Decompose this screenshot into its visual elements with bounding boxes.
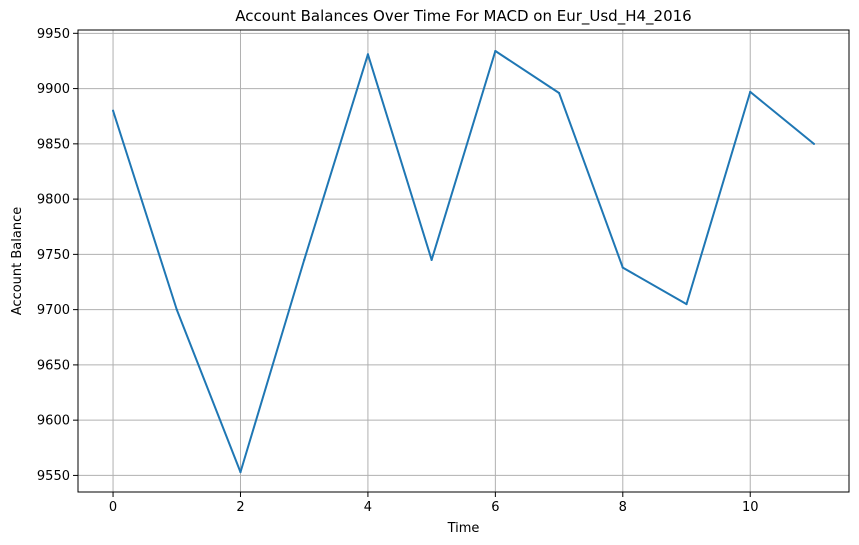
x-tick-label: 0	[109, 500, 117, 515]
data-point	[112, 110, 114, 112]
y-tick-label: 9950	[37, 27, 70, 42]
data-point	[686, 303, 688, 305]
data-point	[558, 92, 560, 94]
y-axis-title: Account Balance	[10, 207, 25, 315]
series-line-segment	[750, 92, 814, 144]
data-point	[749, 91, 751, 93]
x-tick-label: 10	[742, 500, 759, 515]
series-line-segment	[240, 260, 304, 472]
chart-title: Account Balances Over Time For MACD on E…	[235, 7, 691, 26]
series-line-segment	[559, 93, 623, 268]
y-tick-label: 9650	[37, 358, 70, 373]
x-axis: 0 2 4 6 8 10	[109, 492, 759, 515]
y-tick-label: 9700	[37, 303, 70, 318]
data-point	[367, 53, 369, 55]
series-line-segment	[432, 51, 496, 260]
series-line-segment	[177, 310, 241, 472]
x-axis-title: Time	[447, 521, 480, 536]
data-point	[494, 50, 496, 52]
x-tick-label: 8	[619, 500, 627, 515]
series-group	[112, 50, 815, 473]
y-tick-label: 9550	[37, 469, 70, 484]
data-point	[813, 143, 815, 145]
y-axis: 9550 9600 9650 9700 9750 9800 9850 9900 9950	[37, 27, 78, 484]
y-tick-label: 9850	[37, 137, 70, 152]
data-point	[303, 259, 305, 261]
series-layer	[112, 50, 815, 473]
x-tick-label: 2	[236, 500, 244, 515]
data-point	[431, 259, 433, 261]
series-line-segment	[687, 92, 751, 304]
y-tick-label: 9800	[37, 193, 70, 208]
y-tick-label: 9750	[37, 248, 70, 263]
series-line-segment	[623, 268, 687, 304]
plot-frame	[78, 30, 849, 492]
data-point	[176, 309, 178, 311]
series-line-segment	[304, 54, 368, 260]
data-point	[622, 267, 624, 269]
x-tick-label: 6	[491, 500, 499, 515]
grid	[78, 30, 849, 492]
y-tick-label: 9900	[37, 82, 70, 97]
series-line-segment	[113, 111, 177, 310]
series-line-segment	[368, 54, 432, 260]
series-line-segment	[495, 51, 559, 93]
data-point	[239, 471, 241, 473]
y-tick-label: 9600	[37, 414, 70, 429]
x-tick-label: 4	[364, 500, 372, 515]
